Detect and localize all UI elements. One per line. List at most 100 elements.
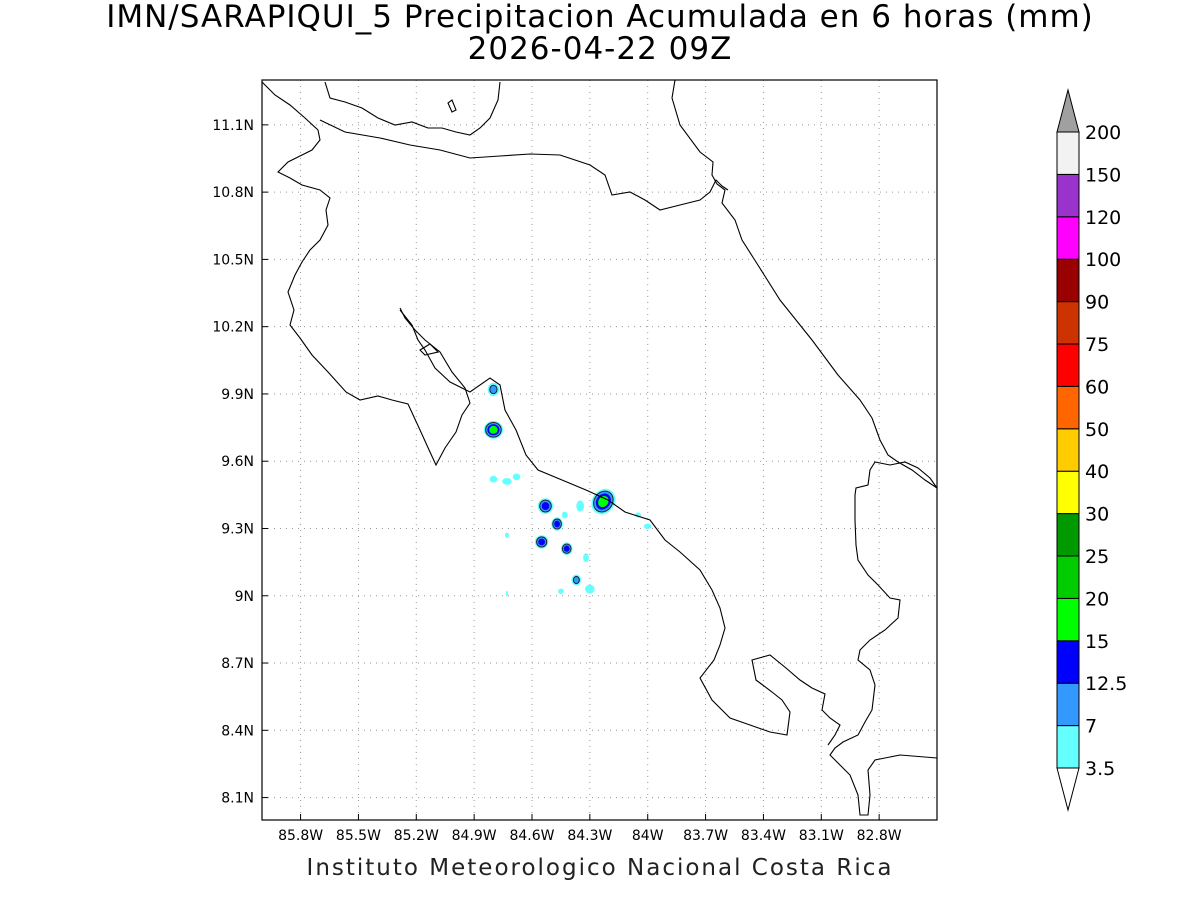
- precip-contour-fill: [585, 584, 595, 594]
- x-tick-label: 84.6W: [509, 828, 554, 844]
- chart-subtitle: 2026-04-22 09Z: [467, 31, 733, 67]
- colorbar-swatch: [1056, 258, 1080, 303]
- caribbean-coast: [671, 79, 938, 489]
- colorbar-label: 12.5: [1085, 673, 1127, 695]
- precip-contour-fill: [583, 553, 589, 563]
- precip-cell: [585, 584, 595, 594]
- precip-cell: [483, 420, 504, 439]
- precip-contour-fill: [561, 511, 568, 519]
- y-tick-label: 8.7N: [221, 656, 254, 672]
- y-tick-label: 8.1N: [221, 791, 254, 807]
- precipitation-field: [483, 382, 652, 597]
- precip-cell: [502, 478, 512, 485]
- x-tick-label: 82.8W: [857, 828, 902, 844]
- precip-cell: [537, 498, 554, 514]
- coastline: [261, 79, 938, 816]
- colorbar-label: 120: [1085, 207, 1121, 229]
- gulf-of-nicoya-coast: [399, 309, 841, 746]
- precip-contour-line: [489, 384, 498, 395]
- colorbar-label: 15: [1085, 631, 1109, 653]
- precip-contour-fill: [505, 532, 509, 538]
- precip-contour-fill: [505, 590, 509, 597]
- lat-lon-gridlines: [262, 80, 937, 820]
- colorbar-swatch: [1056, 131, 1080, 175]
- colorbar-label: 75: [1085, 334, 1109, 356]
- precip-contour-fill: [489, 385, 498, 394]
- precip-cell: [487, 382, 500, 397]
- colorbar: 3.5 7 12.5 15 20 25 30 40 50 60 75 90 100 120 150 200: [1056, 88, 1127, 812]
- precip-cell: [512, 473, 521, 481]
- precip-cell: [551, 517, 563, 531]
- precip-contour-line: [561, 543, 572, 554]
- nicaragua-north-coast: [324, 81, 501, 136]
- colorbar-label: 20: [1085, 588, 1109, 610]
- colorbar-swatch: [1056, 343, 1080, 387]
- precip-contour-fill: [512, 473, 521, 481]
- precip-cell: [583, 553, 589, 563]
- colorbar-swatch: [1056, 555, 1080, 599]
- precip-contour-line: [539, 499, 552, 513]
- precip-contour-fill: [558, 588, 564, 594]
- colorbar-label: 7: [1085, 716, 1097, 738]
- precip-cell: [489, 475, 498, 483]
- map-frame: [261, 79, 938, 821]
- x-tick-label: 85.8W: [278, 828, 323, 844]
- y-tick-label: 10.8N: [212, 185, 254, 201]
- colorbar-label: 150: [1085, 164, 1121, 186]
- precip-contour-fill: [502, 478, 512, 485]
- precip-cell: [576, 500, 585, 512]
- y-tick-label: 9.9N: [221, 387, 254, 403]
- y-tick-label: 10.5N: [212, 252, 254, 268]
- latitude-ticks: 11.1N 10.8N 10.5N 10.2N 9.9N 9.6N 9.3N 9N 8.7N 8.…: [212, 118, 268, 807]
- colorbar-label: 25: [1085, 546, 1109, 568]
- precip-cell: [558, 588, 564, 594]
- precip-contour-fill: [489, 425, 498, 434]
- y-tick-label: 9.3N: [221, 521, 254, 537]
- lake-island: [447, 99, 457, 113]
- y-tick-label: 9.6N: [221, 454, 254, 470]
- precip-contour-fill: [643, 523, 652, 529]
- precip-cell: [591, 488, 616, 515]
- colorbar-swatch: [1056, 385, 1080, 430]
- colorbar-swatch: [1056, 682, 1080, 727]
- nicaragua-border: [319, 119, 729, 211]
- precip-cell: [560, 542, 573, 555]
- precip-contour-line: [572, 576, 580, 585]
- colorbar-label: 3.5: [1085, 758, 1115, 780]
- precip-contour-fill: [563, 545, 570, 552]
- precip-cell: [534, 535, 549, 549]
- chart-title: IMN/SARAPIQUI_5 Precipitacion Acumulada …: [106, 0, 1094, 35]
- x-tick-label: 83.1W: [799, 828, 844, 844]
- colorbar-label: 50: [1085, 419, 1109, 441]
- precip-contour-fill: [554, 520, 560, 528]
- x-tick-label: 85.2W: [394, 828, 439, 844]
- pacific-gulf-papagayo: [261, 81, 471, 467]
- precip-cell: [505, 532, 509, 538]
- x-tick-label: 83.4W: [741, 828, 786, 844]
- precip-contour-line: [536, 536, 548, 548]
- colorbar-label: 30: [1085, 504, 1109, 526]
- panama-border: [829, 461, 938, 816]
- colorbar-under-arrow: [1056, 767, 1080, 812]
- y-tick-label: 9N: [235, 589, 254, 605]
- x-tick-label: 84.9W: [452, 828, 497, 844]
- precip-contour-line: [552, 518, 562, 530]
- colorbar-label: 90: [1085, 292, 1109, 314]
- colorbar-label: 100: [1085, 249, 1121, 271]
- x-tick-label: 84W: [632, 828, 664, 844]
- precip-contour-fill: [541, 502, 550, 510]
- precip-cell: [561, 511, 568, 519]
- precip-contour-fill: [538, 538, 546, 546]
- y-tick-label: 10.2N: [212, 320, 254, 336]
- colorbar-label: 60: [1085, 376, 1109, 398]
- precip-contour-fill: [576, 500, 585, 512]
- y-tick-label: 8.4N: [221, 723, 254, 739]
- colorbar-swatch: [1056, 216, 1080, 260]
- y-tick-label: 11.1N: [212, 118, 254, 134]
- colorbar-swatch: [1056, 173, 1080, 218]
- colorbar-swatch: [1056, 428, 1080, 472]
- colorbar-swatch: [1056, 725, 1080, 769]
- precip-contour-fill: [489, 475, 498, 483]
- longitude-ticks: 85.8W 85.5W 85.2W 84.9W 84.6W 84.3W 84W 83.7W 83…: [278, 814, 902, 844]
